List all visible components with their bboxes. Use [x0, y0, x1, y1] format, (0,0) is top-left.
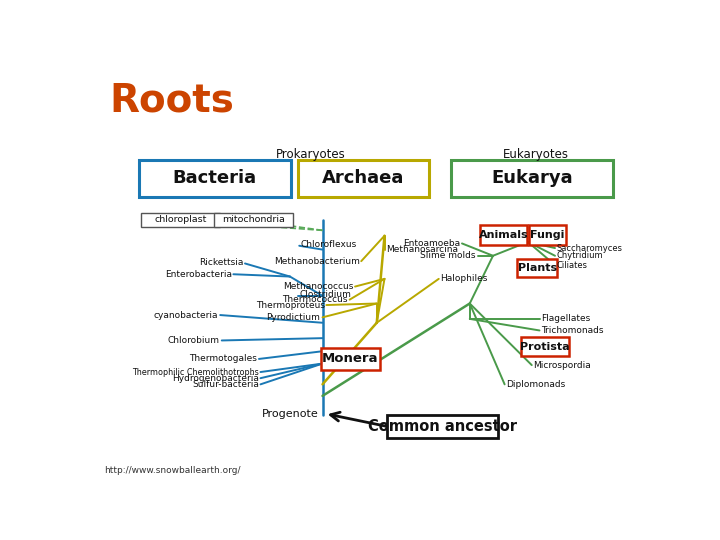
Text: Chloroflexus: Chloroflexus — [301, 240, 357, 249]
Text: Common ancestor: Common ancestor — [368, 419, 517, 434]
Text: Bacteria: Bacteria — [173, 169, 257, 187]
Text: mitochondria: mitochondria — [222, 215, 285, 224]
FancyBboxPatch shape — [480, 225, 528, 245]
Text: Microspordia: Microspordia — [534, 361, 591, 369]
FancyBboxPatch shape — [387, 415, 498, 438]
Text: Chlorobium: Chlorobium — [168, 336, 220, 345]
Text: Rickettsia: Rickettsia — [199, 258, 243, 267]
FancyBboxPatch shape — [518, 259, 557, 277]
Text: Progenote: Progenote — [262, 409, 319, 419]
Text: Protista: Protista — [520, 342, 570, 352]
FancyBboxPatch shape — [521, 337, 569, 356]
Text: Thermotogales: Thermotogales — [189, 354, 256, 363]
Text: Monera: Monera — [322, 353, 379, 366]
Text: Plants: Plants — [518, 263, 557, 273]
Text: Methanosarcina: Methanosarcina — [386, 245, 458, 254]
Text: Pyrodictium: Pyrodictium — [266, 313, 320, 322]
Text: Hydrogenobacteria: Hydrogenobacteria — [172, 374, 259, 383]
Text: Roots: Roots — [109, 82, 234, 120]
FancyBboxPatch shape — [451, 159, 613, 197]
Text: Prokaryotes: Prokaryotes — [276, 148, 346, 161]
FancyBboxPatch shape — [141, 213, 220, 227]
Text: Methanococcus: Methanococcus — [283, 282, 354, 291]
Text: Halophiles: Halophiles — [441, 274, 487, 284]
FancyBboxPatch shape — [214, 213, 293, 227]
Text: Slime molds: Slime molds — [420, 251, 476, 260]
Text: Eukarya: Eukarya — [491, 169, 572, 187]
Text: Saccharomyces: Saccharomyces — [557, 244, 623, 253]
Text: Fungi: Fungi — [531, 230, 564, 240]
Text: chloroplast: chloroplast — [155, 215, 207, 224]
Text: Thermococcus: Thermococcus — [282, 295, 348, 304]
Text: Diplomonads: Diplomonads — [506, 380, 565, 389]
FancyBboxPatch shape — [321, 348, 380, 370]
Text: Methanobacterium: Methanobacterium — [274, 256, 360, 266]
FancyBboxPatch shape — [139, 159, 291, 197]
Text: Archaea: Archaea — [322, 169, 404, 187]
FancyBboxPatch shape — [529, 225, 566, 245]
FancyBboxPatch shape — [297, 159, 428, 197]
Text: Thermophilic Chemolithotrophs: Thermophilic Chemolithotrophs — [132, 368, 259, 376]
Text: http://www.snowballearth.org/: http://www.snowballearth.org/ — [104, 466, 240, 475]
Text: Clostridium: Clostridium — [300, 290, 351, 299]
Text: Chytridium: Chytridium — [557, 251, 603, 260]
Text: Flagellates: Flagellates — [541, 314, 590, 323]
Text: Thermoproteus: Thermoproteus — [256, 301, 325, 309]
Text: Sulfur-bacteria: Sulfur-bacteria — [192, 380, 259, 389]
Text: Animals: Animals — [479, 230, 528, 240]
Text: Enterobacteria: Enterobacteria — [165, 270, 232, 279]
Text: cyanobacteria: cyanobacteria — [153, 310, 218, 320]
Text: Ciliates: Ciliates — [557, 260, 588, 269]
Text: Eukaryotes: Eukaryotes — [503, 148, 569, 161]
Text: Trichomonads: Trichomonads — [541, 326, 603, 335]
Text: Entoamoeba: Entoamoeba — [403, 239, 461, 248]
